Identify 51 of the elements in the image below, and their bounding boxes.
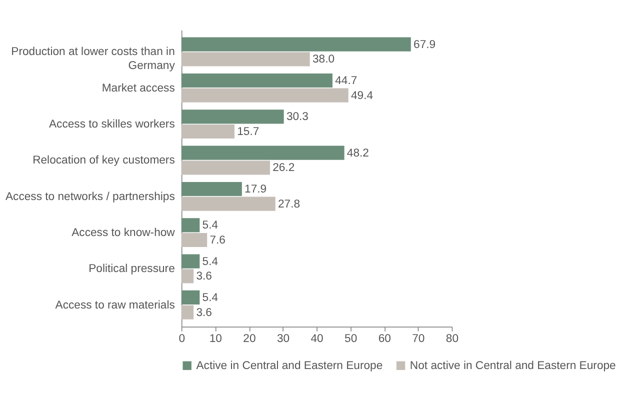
x-tick-label: 10 [209,332,222,345]
y-tick-label: Relocation of key customers [32,154,176,167]
data-label: 17.9 [244,183,267,196]
bar [181,290,200,305]
bar [181,182,242,196]
x-tick-label: 40 [310,332,324,345]
data-label: 5.4 [202,220,218,232]
bar [181,73,332,88]
y-tick-label: Access to networks / partnerships [6,190,176,203]
bar [181,88,348,102]
data-label: 27.8 [278,198,300,210]
data-label: 30.3 [286,111,308,124]
data-label: 3.6 [196,270,212,283]
y-tick-label: Access to know-how [72,227,176,240]
data-label: 7.6 [210,234,226,246]
bar [181,146,344,160]
legend-label: Active in Central and Eastern Europe [196,360,383,372]
y-tick-label: Production at lower costs than in Germany [11,46,176,72]
bar [181,110,284,124]
x-tick-label: 20 [243,332,256,345]
data-label: 44.7 [335,74,358,87]
data-label: 5.4 [202,292,218,304]
data-label: 67.9 [414,38,436,51]
x-tick-label: 0 [178,332,186,345]
bar [181,218,200,232]
bar [181,269,194,284]
x-tick-label: 30 [276,332,290,345]
bar [181,196,276,211]
bar [181,160,270,175]
x-tick-label: 60 [378,332,391,345]
data-label: 38.0 [312,54,335,66]
data-label: 26.2 [272,162,295,174]
y-tick-label: Access to raw materials [55,299,176,312]
legend-label: Not active in Central and Eastern Europe [410,360,616,372]
x-tick-label: 80 [446,332,459,345]
y-tick-label: Market access [102,82,176,94]
y-tick-label: Political pressure [88,263,175,276]
bar [181,254,200,268]
bar [181,52,310,66]
bar [181,37,411,52]
data-label: 48.2 [346,147,369,160]
x-tick-label: 70 [412,332,425,345]
data-label: 15.7 [237,126,260,138]
data-label: 3.6 [196,306,212,319]
data-label: 5.4 [202,256,218,268]
bar [181,305,194,320]
x-tick-label: 50 [344,332,358,345]
y-tick-label: Access to skilles workers [48,118,176,131]
data-label: 49.4 [350,90,374,102]
bar [181,232,208,248]
bar [181,124,234,139]
